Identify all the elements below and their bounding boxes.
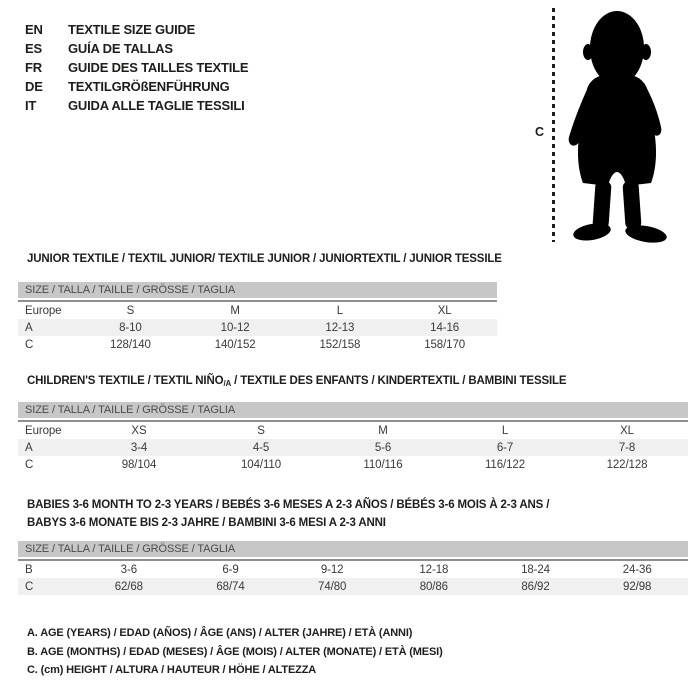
table-cell: 18-24 bbox=[521, 563, 550, 576]
row-label: C bbox=[25, 338, 34, 351]
list-item: IT GUIDA ALLE TAGLIE TESSILI bbox=[25, 96, 248, 115]
row-label: Europe bbox=[25, 304, 62, 317]
table-cell: 128/140 bbox=[109, 338, 151, 351]
table-cell: 86/92 bbox=[521, 580, 550, 593]
language-title: TEXTILGRÖßENFÜHRUNG bbox=[68, 79, 230, 94]
table-cell: 92/98 bbox=[623, 580, 652, 593]
column-header: XS bbox=[131, 424, 147, 437]
size-header-bar: SIZE / TALLA / TAILLE / GRÖSSE / TAGLIA bbox=[18, 541, 688, 557]
column-header: L bbox=[336, 304, 344, 317]
row-label: B bbox=[25, 563, 33, 576]
table-row: A 3-4 4-5 5-6 6-7 7-8 bbox=[18, 439, 688, 456]
measure-c-label: C bbox=[535, 125, 545, 139]
table-cell: 152/158 bbox=[319, 338, 361, 351]
title-line: BABYS 3-6 MONATE BIS 2-3 JAHRE / BAMBINI… bbox=[27, 517, 386, 529]
table-cell: 74/80 bbox=[318, 580, 347, 593]
table-cell: 4-5 bbox=[252, 441, 270, 454]
table-cell: 5-6 bbox=[374, 441, 392, 454]
language-title: GUIDA ALLE TAGLIE TESSILI bbox=[68, 98, 245, 113]
legend-note-a: A. AGE (YEARS) / EDAD (AÑOS) / ÂGE (ANS)… bbox=[27, 627, 413, 639]
table-row: B 3-6 6-9 9-12 12-18 18-24 24-36 bbox=[18, 561, 688, 578]
list-item: FR GUIDE DES TAILLES TEXTILE bbox=[25, 58, 249, 77]
list-item: EN TEXTILE SIZE GUIDE bbox=[25, 20, 248, 39]
language-code: DE bbox=[25, 79, 43, 94]
junior-section-title: JUNIOR TEXTILE / TEXTIL JUNIOR/ TEXTILE … bbox=[27, 253, 502, 265]
table-cell: 80/86 bbox=[419, 580, 448, 593]
height-measure-line bbox=[552, 8, 555, 242]
table-cell: 68/74 bbox=[216, 580, 245, 593]
title-line: BABIES 3-6 MONTH TO 2-3 YEARS / BEBÉS 3-… bbox=[27, 499, 550, 511]
table-cell: 140/152 bbox=[214, 338, 256, 351]
divider bbox=[18, 300, 497, 302]
legend-notes: A. AGE (YEARS) / EDAD (AÑOS) / ÂGE (ANS)… bbox=[27, 624, 443, 680]
row-label: C bbox=[25, 580, 34, 593]
table-row: Europe S M L XL bbox=[18, 302, 497, 319]
list-item: DE TEXTILGRÖßENFÜHRUNG bbox=[25, 77, 248, 96]
table-cell: 12-18 bbox=[419, 563, 449, 576]
column-header: L bbox=[501, 424, 509, 437]
divider bbox=[18, 420, 688, 422]
table-cell: 122/128 bbox=[606, 458, 648, 471]
row-label: Europe bbox=[25, 424, 62, 437]
size-header-bar: SIZE / TALLA / TAILLE / GRÖSSE / TAGLIA bbox=[18, 282, 497, 298]
list-item: ES GUÍA DE TALLAS bbox=[25, 39, 248, 58]
table-cell: 10-12 bbox=[220, 321, 250, 334]
table-cell: 6-9 bbox=[222, 563, 239, 576]
table-cell: 116/122 bbox=[484, 458, 526, 471]
row-label: A bbox=[25, 441, 33, 454]
table-cell: 3-4 bbox=[130, 441, 148, 454]
legend-note-c: C. (cm) HEIGHT / ALTURA / HAUTEUR / HÖHE… bbox=[27, 664, 317, 676]
table-cell: 98/104 bbox=[121, 458, 157, 471]
language-code: IT bbox=[25, 98, 37, 113]
table-row: Europe XS S M L XL bbox=[18, 422, 688, 439]
table-cell: 6-7 bbox=[496, 441, 514, 454]
table-cell: 12-13 bbox=[325, 321, 355, 334]
row-label: A bbox=[25, 321, 33, 334]
language-code: ES bbox=[25, 41, 42, 56]
legend-note-b: B. AGE (MONTHS) / EDAD (MESES) / ÂGE (MO… bbox=[27, 645, 443, 658]
babies-section-title: BABIES 3-6 MONTH TO 2-3 YEARS / BEBÉS 3-… bbox=[27, 496, 549, 532]
table-row: A 8-10 10-12 12-13 14-16 bbox=[18, 319, 497, 336]
table-cell: 7-8 bbox=[618, 441, 636, 454]
children-size-table: SIZE / TALLA / TAILLE / GRÖSSE / TAGLIA … bbox=[18, 402, 688, 473]
table-cell: 9-12 bbox=[320, 563, 344, 576]
title-text: CHILDREN'S TEXTILE / TEXTIL NIÑO bbox=[27, 375, 224, 387]
column-header: S bbox=[126, 304, 135, 317]
table-cell: 24-36 bbox=[622, 563, 652, 576]
table-cell: 158/170 bbox=[424, 338, 466, 351]
divider bbox=[18, 559, 688, 561]
table-row: C 98/104 104/110 110/116 116/122 122/128 bbox=[18, 456, 688, 473]
table-cell: 8-10 bbox=[119, 321, 142, 334]
title-subscript: /A bbox=[223, 379, 232, 388]
size-header-bar: SIZE / TALLA / TAILLE / GRÖSSE / TAGLIA bbox=[18, 402, 688, 418]
table-cell: 62/68 bbox=[114, 580, 143, 593]
junior-size-table: SIZE / TALLA / TAILLE / GRÖSSE / TAGLIA … bbox=[18, 282, 497, 353]
table-cell: 110/116 bbox=[363, 458, 403, 471]
language-title: GUIDE DES TAILLES TEXTILE bbox=[68, 60, 249, 75]
table-cell: 3-6 bbox=[120, 563, 137, 576]
title-text: / TEXTILE DES ENFANTS / KINDERTEXTIL / B… bbox=[231, 375, 567, 387]
table-cell: 14-16 bbox=[430, 321, 460, 334]
toddler-silhouette-image bbox=[568, 11, 667, 243]
column-header: M bbox=[230, 304, 240, 317]
babies-size-table: SIZE / TALLA / TAILLE / GRÖSSE / TAGLIA … bbox=[18, 541, 688, 595]
column-header: M bbox=[378, 424, 388, 437]
row-label: C bbox=[25, 458, 34, 471]
table-row: C 62/68 68/74 74/80 80/86 86/92 92/98 bbox=[18, 578, 688, 595]
language-code: EN bbox=[25, 22, 43, 37]
language-title: GUÍA DE TALLAS bbox=[68, 41, 173, 56]
column-header: XL bbox=[437, 304, 452, 317]
children-section-title: CHILDREN'S TEXTILE / TEXTIL NIÑO/A / TEX… bbox=[27, 372, 567, 391]
language-list: EN TEXTILE SIZE GUIDE ES GUÍA DE TALLAS … bbox=[25, 20, 249, 115]
table-row: C 128/140 140/152 152/158 158/170 bbox=[18, 336, 497, 353]
column-header: S bbox=[257, 424, 265, 437]
language-code: FR bbox=[25, 60, 42, 75]
table-cell: 104/110 bbox=[240, 458, 282, 471]
language-title: TEXTILE SIZE GUIDE bbox=[68, 22, 196, 37]
column-header: XL bbox=[620, 424, 634, 437]
